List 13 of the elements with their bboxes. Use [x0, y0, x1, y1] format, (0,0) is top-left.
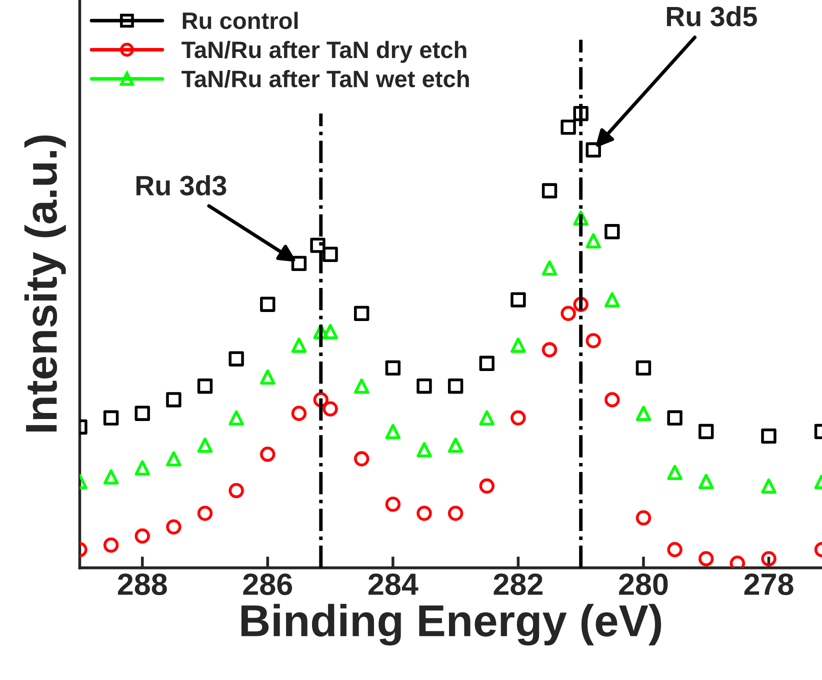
legend-label: TaN/Ru after TaN wet etch — [182, 70, 469, 88]
x-tick-label: 284 — [368, 573, 418, 596]
x-tick-label: 278 — [744, 573, 794, 596]
annotation: Ru 3d3 — [136, 175, 226, 196]
annotation: Ru 3d5 — [666, 6, 757, 26]
y-axis-title: Intensity (a.u.) — [24, 135, 66, 432]
legend-label: Ru control — [182, 12, 298, 30]
legend-label: TaN/Ru after TaN dry etch — [182, 40, 466, 63]
x-tick-label: 280 — [619, 573, 668, 596]
x-tick-label: 288 — [118, 573, 167, 596]
x-axis-title: Binding Energy (eV) — [241, 604, 662, 646]
x-tick-label: 286 — [243, 573, 292, 596]
x-tick-label: 282 — [494, 573, 542, 596]
